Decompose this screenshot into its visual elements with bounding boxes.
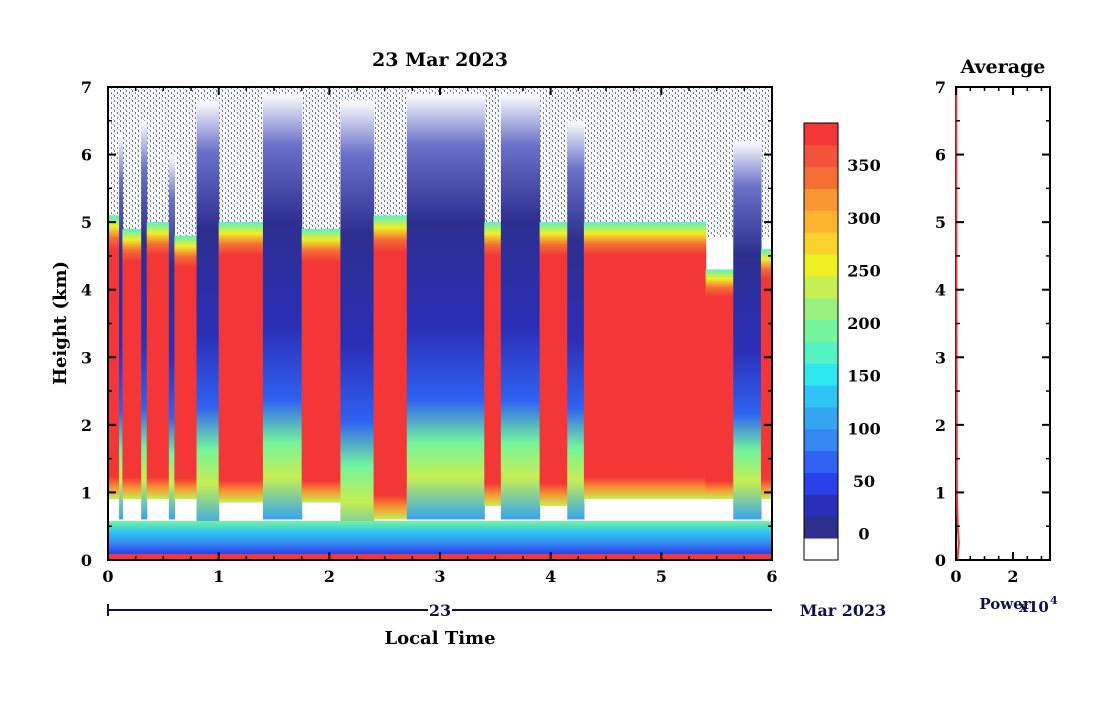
x-tick-label: 6 [766, 567, 777, 586]
colorbar-tick-label: 50 [853, 472, 875, 491]
y-tick-label: 0 [81, 551, 92, 570]
avg-y-tick-label: 6 [935, 146, 946, 165]
colorbar-cell [804, 144, 838, 168]
colorbar-tick-label: 300 [847, 209, 880, 228]
colorbar-cell [804, 275, 838, 299]
cloud-column-8 [218, 222, 264, 503]
avg-y-tick-label: 3 [935, 348, 946, 367]
x-tick-label: 3 [434, 567, 445, 586]
colorbar-cell [804, 363, 838, 386]
plot-area [108, 87, 772, 560]
x-axis-label: Local Time [384, 628, 495, 649]
cloud-column-10 [301, 228, 341, 503]
avg-y-tick-label: 1 [935, 483, 946, 502]
clear-column-5 [168, 154, 175, 520]
clear-column-9 [262, 93, 303, 520]
colorbar-tick-label: 100 [847, 419, 880, 438]
date-day-mask [428, 600, 452, 620]
cloud-column-19 [705, 269, 734, 500]
colorbar-cell [804, 428, 838, 452]
y-tick-label: 4 [81, 281, 92, 300]
y-tick-label: 2 [81, 416, 92, 435]
clear-column-1 [119, 134, 123, 520]
colorbar-tick-label: 0 [858, 525, 869, 544]
cloud-column-2 [122, 228, 142, 500]
colorbar-cell [804, 123, 838, 146]
y-tick-label: 7 [81, 78, 92, 97]
colorbar-cell [804, 472, 838, 495]
colorbar-tick-label: 350 [847, 156, 880, 175]
x-tick-label: 2 [324, 567, 335, 586]
cloud-column-4 [146, 222, 170, 500]
average-title: Average [960, 56, 1046, 78]
average-profile-line [955, 86, 960, 561]
colorbar-frame [803, 122, 839, 561]
avg-y-tick-label: 7 [935, 78, 946, 97]
cloud-column-18 [583, 222, 707, 500]
colorbar-cell [804, 494, 838, 517]
x-tick-label: 4 [545, 567, 556, 586]
avg-y-tick-label: 4 [935, 281, 946, 300]
avg-x-tick-label: 2 [1007, 567, 1018, 586]
avg-x-tick-label: 0 [950, 567, 961, 586]
cloud-column-6 [174, 235, 198, 500]
clear-column-3 [141, 120, 148, 520]
colorbar: 0 50 100 150 200 250 300 350 [803, 122, 881, 561]
x-tick-label: 5 [656, 567, 667, 586]
clear-column-17 [567, 120, 585, 520]
avg-y-tick-label: 2 [935, 416, 946, 435]
power-label: Power [979, 595, 1031, 613]
colorbar-cell [804, 297, 838, 321]
avg-y-tick-label: 0 [935, 551, 946, 570]
average-frame [955, 86, 1051, 561]
y-tick-label: 3 [81, 348, 92, 367]
colorbar-cell [804, 450, 838, 473]
colorbar-tick-label: 250 [847, 261, 880, 280]
date-month-year-label: Mar 2023 [800, 601, 887, 620]
clear-column-20 [733, 141, 762, 520]
clear-column-7 [196, 100, 220, 527]
cloud-column-14 [484, 222, 502, 506]
power-multiplier: x10 [1019, 598, 1049, 616]
clear-column-13 [406, 93, 485, 520]
colorbar-tick-label: 150 [847, 367, 880, 386]
colorbar-cell [804, 188, 838, 211]
chart-title: 23 Mar 2023 [372, 49, 508, 71]
cloud-column-12 [373, 215, 408, 520]
colorbar-cell [804, 341, 838, 364]
colorbar-cell [804, 407, 838, 430]
x-tick-label: 0 [102, 567, 113, 586]
colorbar-cell [804, 385, 838, 408]
clear-column-15 [500, 93, 541, 520]
y-tick-label: 6 [81, 146, 92, 165]
average-panel: Average Power x10 4 [955, 56, 1058, 616]
avg-y-tick-label: 5 [935, 213, 946, 232]
colorbar-cell [804, 166, 838, 189]
colorbar-cell [804, 232, 838, 255]
date-day-label: 23 [429, 601, 451, 620]
colorbar-cell [804, 319, 838, 342]
y-tick-label: 5 [81, 213, 92, 232]
colorbar-cell [804, 516, 838, 539]
boundary-layer [108, 521, 772, 554]
power-multiplier-exponent: 4 [1050, 594, 1058, 607]
colorbar-tick-label: 200 [847, 314, 880, 333]
y-axis-label: Height (km) [50, 261, 71, 385]
date-axis: 23 Mar 2023 [107, 600, 887, 620]
cloud-column-21 [760, 249, 772, 500]
y-tick-label: 1 [81, 483, 92, 502]
colorbar-cell [804, 210, 838, 233]
colorbar-cell [804, 538, 838, 561]
colorbar-cell [804, 254, 838, 277]
clear-column-11 [340, 100, 375, 547]
cloud-column-16 [539, 222, 568, 506]
x-tick-label: 1 [213, 567, 224, 586]
